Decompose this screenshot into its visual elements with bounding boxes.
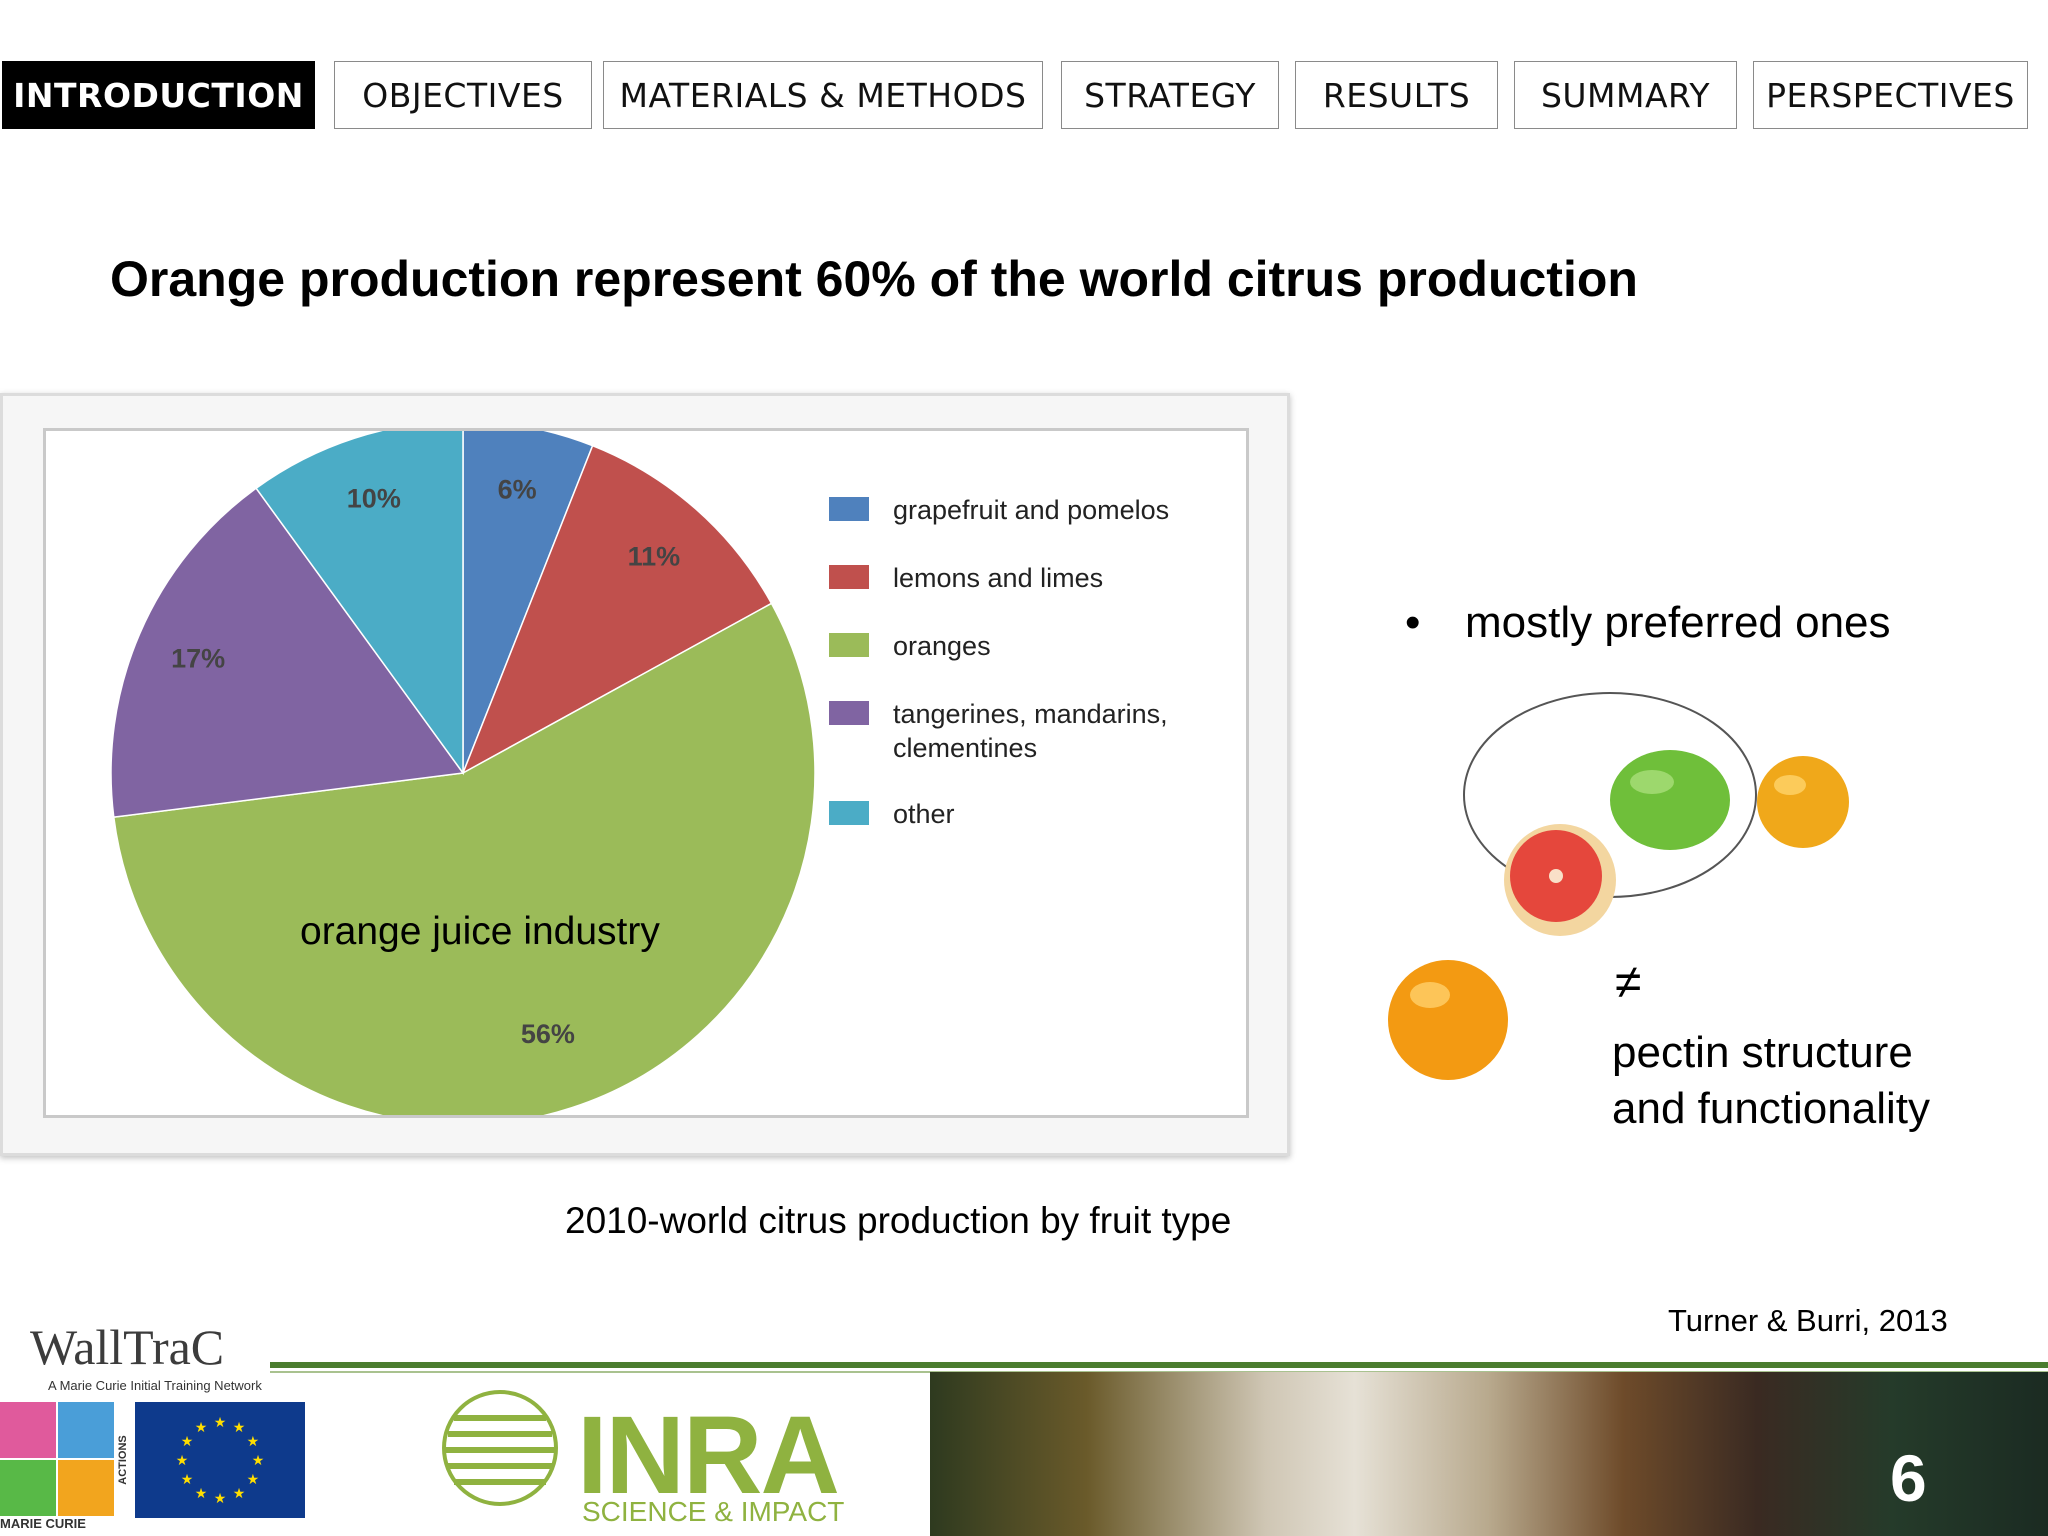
chart-caption: 2010-world citrus production by fruit ty… <box>565 1200 1232 1241</box>
pie-data-label: 17% <box>171 643 225 673</box>
legend-item: grapefruit and pomelos <box>829 493 1229 527</box>
citrus-fruits-illustration <box>1388 692 1849 1080</box>
eu-star-icon: ★ <box>247 1472 260 1488</box>
eu-star-icon: ★ <box>195 1486 208 1502</box>
not-equal-symbol: ≠ <box>1615 956 1642 1009</box>
tab-materials-methods[interactable]: MATERIALS & METHODS <box>603 61 1043 129</box>
tab-objectives[interactable]: OBJECTIVES <box>334 61 592 129</box>
grapefruit-center <box>1549 869 1563 883</box>
citation: Turner & Burri, 2013 <box>1668 1303 1948 1338</box>
pie-data-label: 6% <box>498 474 537 504</box>
pie-slice-grapefruit <box>462 431 594 774</box>
tab-summary[interactable]: SUMMARY <box>1514 61 1737 129</box>
walltrac-tagline: A Marie Curie Initial Training Network <box>48 1378 262 1393</box>
legend-swatch <box>829 801 869 825</box>
eu-star-icon: ★ <box>214 1415 227 1431</box>
inra-tagline: SCIENCE & IMPACT <box>582 1496 845 1527</box>
footer-photo-strip <box>930 1372 2048 1536</box>
page-number: 6 <box>1890 1441 1927 1515</box>
legend-label: grapefruit and pomelos <box>893 495 1170 525</box>
pie-slice-lemons <box>461 444 773 775</box>
pectin-line-2: and functionality <box>1612 1084 1930 1133</box>
tab-introduction[interactable]: INTRODUCTION <box>2 61 315 129</box>
legend-item: tangerines, mandarins, clementines <box>829 697 1229 765</box>
pie-annotation: orange juice industry <box>300 910 660 953</box>
legend-swatch <box>829 701 869 725</box>
marie-curie-label: MARIE CURIE <box>0 1516 86 1531</box>
legend-label: lemons and limes <box>893 563 1104 593</box>
pie-data-label: 56% <box>521 1019 575 1049</box>
tab-perspectives[interactable]: PERSPECTIVES <box>1753 61 2028 129</box>
legend-item: lemons and limes <box>829 561 1229 595</box>
orange-image <box>1388 960 1508 1080</box>
chart-area: 6% 11% 56% 17% 10% grapefruit and pomelos lem… <box>43 428 1249 1118</box>
legend-swatch <box>829 497 869 521</box>
legend-item: other <box>829 797 1229 831</box>
marie-curie-logo: ACTIONS <box>0 1402 128 1516</box>
legend-item: oranges <box>829 629 1229 663</box>
lime-highlight <box>1630 770 1674 794</box>
orange-highlight <box>1410 982 1450 1008</box>
tab-strategy[interactable]: STRATEGY <box>1061 61 1279 129</box>
eu-star-icon: ★ <box>195 1420 208 1436</box>
legend-swatch <box>829 633 869 657</box>
eu-star-icon: ★ <box>214 1491 227 1507</box>
eu-star-icon: ★ <box>176 1453 189 1469</box>
tab-results[interactable]: RESULTS <box>1295 61 1498 129</box>
inra-logo-text: INRA <box>577 1394 840 1517</box>
pectin-note: pectin structure and functionality <box>1612 1025 1930 1137</box>
eu-flag: ★ ★★★★★★★★★★★ <box>135 1402 305 1518</box>
bullet-item: • mostly preferred ones <box>1405 598 1891 648</box>
footer-rule <box>270 1362 2048 1368</box>
eu-star-icon: ★ <box>247 1434 260 1450</box>
walltrac-logo: WallTraC <box>30 1319 225 1375</box>
pie-data-label: 11% <box>628 541 681 571</box>
lime-image <box>1610 750 1730 850</box>
legend-label: oranges <box>893 631 991 661</box>
bullet-icon: • <box>1405 598 1421 647</box>
pie-chart: 6% 11% 56% 17% 10% <box>110 431 816 1115</box>
tangerine-image <box>1757 756 1849 848</box>
eu-star-icon: ★ <box>181 1434 194 1450</box>
eu-star-icon: ★ <box>252 1453 265 1469</box>
pie-slice-other <box>255 431 464 776</box>
bullet-text: mostly preferred ones <box>1465 598 1891 647</box>
legend-swatch <box>829 565 869 589</box>
eu-star-icon: ★ <box>233 1420 246 1436</box>
svg-text:ACTIONS: ACTIONS <box>117 1435 128 1485</box>
legend-label: tangerines, mandarins, clementines <box>893 699 1168 763</box>
tangerine-highlight <box>1774 775 1806 795</box>
eu-star-icon: ★ <box>233 1486 246 1502</box>
legend-label: other <box>893 799 955 829</box>
inra-emblem <box>442 1390 558 1506</box>
chart-frame: 6% 11% 56% 17% 10% grapefruit and pomelos lem… <box>0 393 1290 1156</box>
page-title: Orange production represent 60% of the w… <box>110 251 1638 307</box>
eu-star-icon: ★ <box>181 1472 194 1488</box>
pie-data-label: 10% <box>347 483 401 513</box>
pectin-line-1: pectin structure <box>1612 1028 1913 1077</box>
pie-slice-tangerines <box>110 487 465 818</box>
pie-slice-oranges <box>112 602 816 1115</box>
